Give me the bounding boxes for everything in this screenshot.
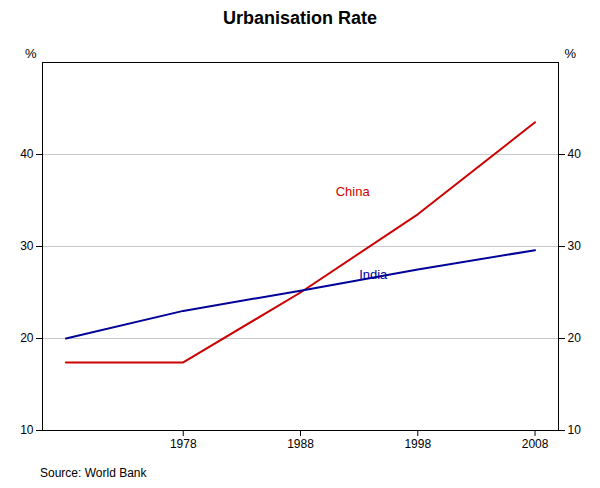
svg-text:1988: 1988 xyxy=(287,437,314,451)
svg-text:2008: 2008 xyxy=(522,437,549,451)
svg-text:20: 20 xyxy=(568,331,582,345)
svg-text:%: % xyxy=(25,46,37,61)
svg-text:10: 10 xyxy=(20,423,34,437)
svg-text:1998: 1998 xyxy=(404,437,431,451)
html-text:Source: World Bank: Source: World Bank xyxy=(40,466,147,480)
svg-text:30: 30 xyxy=(568,239,582,253)
svg-text:40: 40 xyxy=(20,147,34,161)
svg-text:20: 20 xyxy=(20,331,34,345)
svg-text:1978: 1978 xyxy=(170,437,197,451)
svg-text:India: India xyxy=(359,267,388,282)
svg-text:10: 10 xyxy=(568,423,582,437)
svg-text:40: 40 xyxy=(568,147,582,161)
html-text:Urbanisation Rate: Urbanisation Rate xyxy=(223,8,377,28)
svg-text:30: 30 xyxy=(20,239,34,253)
svg-text:China: China xyxy=(336,184,371,199)
svg-text:%: % xyxy=(565,46,577,61)
